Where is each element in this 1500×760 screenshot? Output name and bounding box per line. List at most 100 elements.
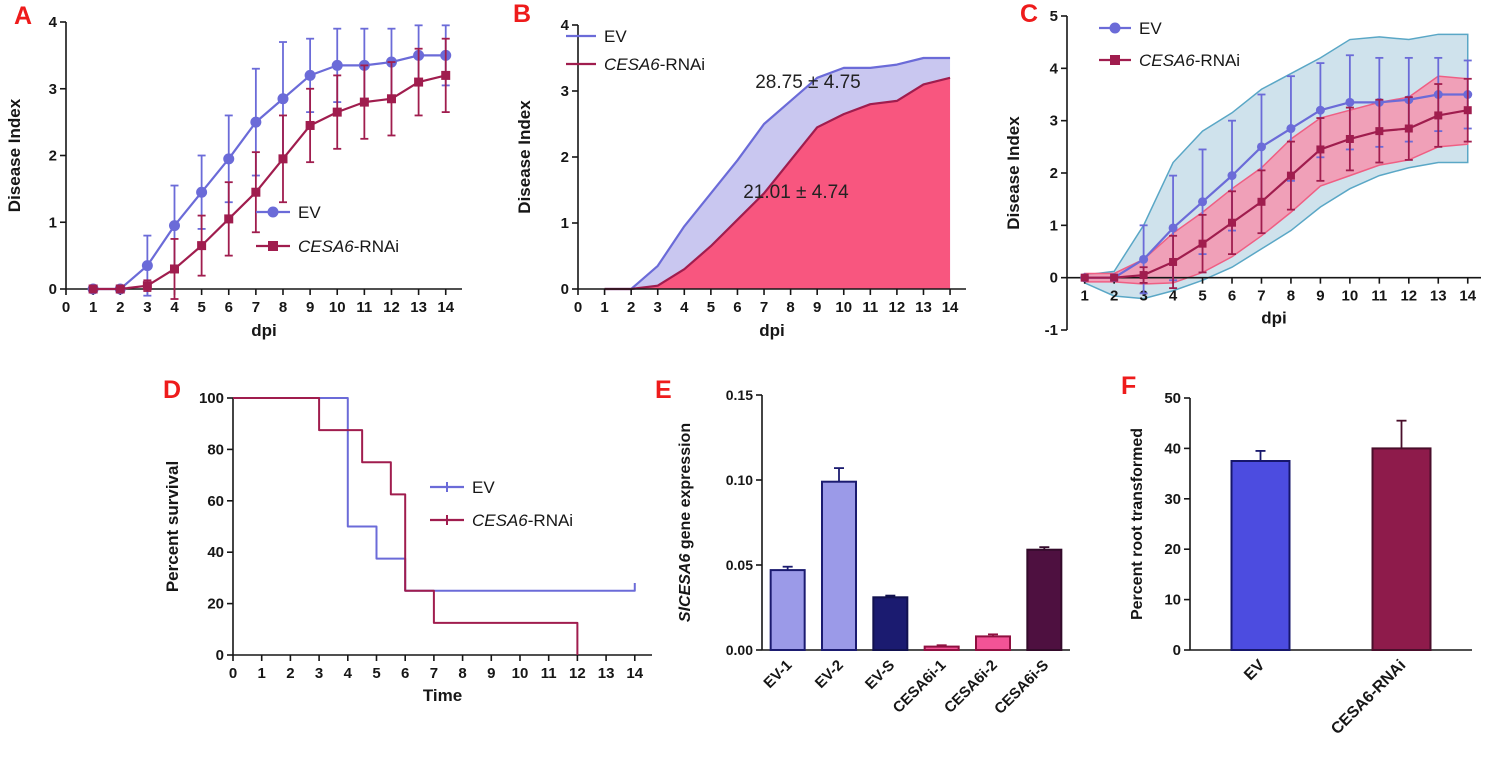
svg-text:3: 3 bbox=[315, 665, 323, 682]
svg-text:0.05: 0.05 bbox=[726, 557, 753, 573]
svg-text:10: 10 bbox=[1164, 592, 1181, 609]
svg-text:7: 7 bbox=[252, 299, 260, 316]
svg-text:SlCESA6 gene expression: SlCESA6 gene expression bbox=[677, 423, 694, 622]
svg-text:3: 3 bbox=[143, 299, 151, 316]
svg-text:11: 11 bbox=[862, 299, 878, 316]
svg-text:12: 12 bbox=[1400, 288, 1417, 305]
svg-text:Disease Index: Disease Index bbox=[5, 98, 24, 212]
svg-text:5: 5 bbox=[197, 299, 205, 316]
svg-text:0: 0 bbox=[1173, 642, 1181, 659]
svg-text:10: 10 bbox=[1342, 288, 1359, 305]
svg-text:4: 4 bbox=[170, 299, 179, 316]
svg-text:21.01 ± 4.74: 21.01 ± 4.74 bbox=[743, 182, 849, 203]
svg-text:7: 7 bbox=[760, 299, 768, 316]
svg-text:9: 9 bbox=[306, 299, 314, 316]
svg-text:CESA6i-S: CESA6i-S bbox=[991, 657, 1052, 718]
svg-text:5: 5 bbox=[372, 665, 380, 682]
panel-f: F 0 10 20 30 40 50 Percent root transformed EV C… bbox=[1090, 370, 1500, 760]
svg-text:60: 60 bbox=[207, 493, 224, 510]
svg-text:3: 3 bbox=[561, 83, 569, 100]
svg-text:1: 1 bbox=[49, 214, 57, 231]
svg-text:12: 12 bbox=[569, 665, 586, 682]
svg-text:Percent root transformed: Percent root transformed bbox=[1129, 428, 1146, 620]
svg-text:5: 5 bbox=[707, 299, 715, 316]
svg-text:2: 2 bbox=[1110, 288, 1118, 305]
svg-text:Percent survival: Percent survival bbox=[163, 461, 182, 592]
svg-text:4: 4 bbox=[1050, 60, 1059, 77]
svg-text:CESA6-RNAi: CESA6-RNAi bbox=[472, 511, 573, 530]
svg-text:EV: EV bbox=[1241, 657, 1268, 684]
svg-text:0: 0 bbox=[62, 299, 70, 316]
svg-text:3: 3 bbox=[654, 299, 662, 316]
svg-text:EV: EV bbox=[604, 27, 627, 46]
svg-text:dpi: dpi bbox=[759, 321, 785, 340]
svg-text:EV-S: EV-S bbox=[862, 657, 898, 693]
svg-text:100: 100 bbox=[199, 390, 224, 407]
panel-b-label: B bbox=[513, 0, 532, 28]
svg-text:13: 13 bbox=[915, 299, 932, 316]
svg-text:0: 0 bbox=[49, 281, 57, 298]
svg-text:8: 8 bbox=[458, 665, 466, 682]
svg-text:30: 30 bbox=[1164, 491, 1181, 508]
svg-text:9: 9 bbox=[813, 299, 821, 316]
svg-text:40: 40 bbox=[1164, 440, 1181, 457]
svg-text:8: 8 bbox=[786, 299, 794, 316]
svg-text:6: 6 bbox=[401, 665, 409, 682]
svg-text:12: 12 bbox=[889, 299, 906, 316]
svg-text:14: 14 bbox=[626, 665, 643, 682]
svg-text:9: 9 bbox=[1316, 288, 1324, 305]
svg-text:80: 80 bbox=[207, 441, 224, 458]
svg-text:0: 0 bbox=[1050, 270, 1058, 287]
svg-text:CESA6-RNAi: CESA6-RNAi bbox=[604, 55, 705, 74]
panel-f-label: F bbox=[1121, 372, 1137, 400]
svg-text:28.75 ± 4.75: 28.75 ± 4.75 bbox=[755, 72, 861, 93]
svg-text:7: 7 bbox=[1257, 288, 1265, 305]
svg-text:2: 2 bbox=[286, 665, 294, 682]
svg-text:14: 14 bbox=[437, 299, 454, 316]
svg-text:9: 9 bbox=[487, 665, 495, 682]
svg-text:0: 0 bbox=[561, 281, 569, 298]
svg-text:11: 11 bbox=[1371, 288, 1387, 305]
svg-text:50: 50 bbox=[1164, 390, 1181, 407]
svg-text:4: 4 bbox=[1169, 288, 1178, 305]
svg-text:20: 20 bbox=[1164, 541, 1181, 558]
svg-text:6: 6 bbox=[733, 299, 741, 316]
svg-text:2: 2 bbox=[1050, 165, 1058, 182]
svg-text:20: 20 bbox=[207, 596, 224, 613]
svg-text:-1: -1 bbox=[1045, 322, 1058, 339]
svg-text:4: 4 bbox=[344, 665, 353, 682]
svg-text:0: 0 bbox=[229, 665, 237, 682]
svg-text:EV: EV bbox=[472, 478, 495, 497]
svg-text:Time: Time bbox=[423, 686, 462, 705]
panel-c-label: C bbox=[1020, 0, 1039, 28]
svg-text:10: 10 bbox=[835, 299, 852, 316]
svg-text:1: 1 bbox=[89, 299, 97, 316]
panel-d-label: D bbox=[163, 376, 182, 404]
svg-text:13: 13 bbox=[598, 665, 615, 682]
svg-text:0: 0 bbox=[216, 647, 224, 664]
svg-text:CESA6-RNAi: CESA6-RNAi bbox=[1139, 51, 1240, 70]
svg-text:14: 14 bbox=[1459, 288, 1476, 305]
svg-text:Disease Index: Disease Index bbox=[515, 100, 534, 214]
svg-text:6: 6 bbox=[225, 299, 233, 316]
svg-text:11: 11 bbox=[541, 665, 557, 682]
svg-text:13: 13 bbox=[410, 299, 427, 316]
svg-text:8: 8 bbox=[1287, 288, 1295, 305]
panel-a: A 0 1 2 3 4 0 1 2 3 4 5 6 7 8 9 10 11 12 13 14 dpi Disease In… bbox=[0, 0, 500, 368]
panel-e-label: E bbox=[655, 376, 672, 404]
svg-text:1: 1 bbox=[561, 215, 569, 232]
svg-text:0.15: 0.15 bbox=[726, 387, 753, 403]
svg-text:2: 2 bbox=[561, 149, 569, 166]
svg-text:11: 11 bbox=[356, 299, 372, 316]
svg-text:5: 5 bbox=[1198, 288, 1206, 305]
svg-text:4: 4 bbox=[680, 299, 689, 316]
gene-expression-bar-chart-e: 0.00 0.05 0.10 0.15 SlCESA6 gene expression E… bbox=[677, 387, 1070, 718]
svg-text:10: 10 bbox=[512, 665, 529, 682]
svg-text:EV-1: EV-1 bbox=[760, 657, 795, 692]
svg-text:Disease Index: Disease Index bbox=[1005, 116, 1023, 230]
svg-text:1: 1 bbox=[1081, 288, 1089, 305]
panel-a-label: A bbox=[14, 2, 33, 30]
svg-text:CESA6-RNAi: CESA6-RNAi bbox=[1328, 657, 1409, 738]
svg-text:CESA6-RNAi: CESA6-RNAi bbox=[298, 237, 399, 256]
